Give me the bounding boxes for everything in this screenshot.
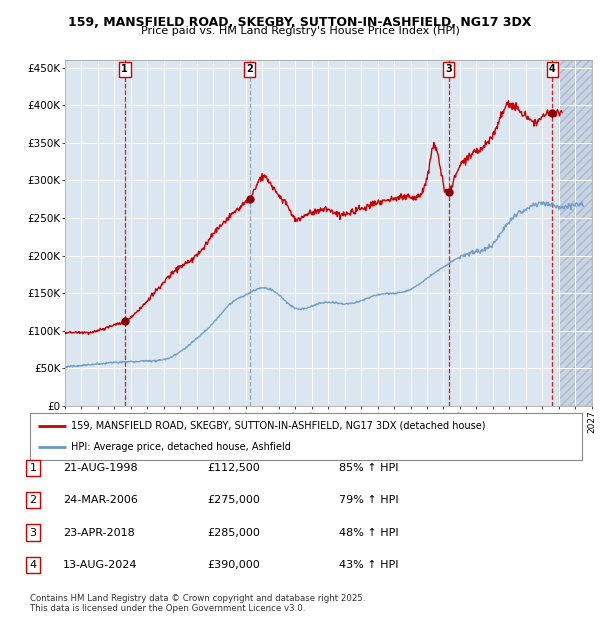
- Text: 4: 4: [29, 560, 37, 570]
- Text: 3: 3: [29, 528, 37, 538]
- Text: Contains HM Land Registry data © Crown copyright and database right 2025.: Contains HM Land Registry data © Crown c…: [30, 593, 365, 603]
- Text: 24-MAR-2006: 24-MAR-2006: [63, 495, 138, 505]
- Text: 159, MANSFIELD ROAD, SKEGBY, SUTTON-IN-ASHFIELD, NG17 3DX: 159, MANSFIELD ROAD, SKEGBY, SUTTON-IN-A…: [68, 16, 532, 29]
- Text: 1: 1: [29, 463, 37, 473]
- Text: 85% ↑ HPI: 85% ↑ HPI: [339, 463, 398, 473]
- Text: £112,500: £112,500: [207, 463, 260, 473]
- Text: 48% ↑ HPI: 48% ↑ HPI: [339, 528, 398, 538]
- Text: 1: 1: [121, 64, 128, 74]
- Text: 2: 2: [246, 64, 253, 74]
- Text: This data is licensed under the Open Government Licence v3.0.: This data is licensed under the Open Gov…: [30, 603, 305, 613]
- Text: 23-APR-2018: 23-APR-2018: [63, 528, 135, 538]
- Text: 79% ↑ HPI: 79% ↑ HPI: [339, 495, 398, 505]
- Text: £390,000: £390,000: [207, 560, 260, 570]
- Text: 3: 3: [445, 64, 452, 74]
- Text: HPI: Average price, detached house, Ashfield: HPI: Average price, detached house, Ashf…: [71, 442, 291, 453]
- Text: £275,000: £275,000: [207, 495, 260, 505]
- Text: 21-AUG-1998: 21-AUG-1998: [63, 463, 137, 473]
- Text: 13-AUG-2024: 13-AUG-2024: [63, 560, 137, 570]
- Bar: [559, 60, 592, 406]
- Text: Price paid vs. HM Land Registry's House Price Index (HPI): Price paid vs. HM Land Registry's House …: [140, 26, 460, 36]
- Text: 159, MANSFIELD ROAD, SKEGBY, SUTTON-IN-ASHFIELD, NG17 3DX (detached house): 159, MANSFIELD ROAD, SKEGBY, SUTTON-IN-A…: [71, 420, 486, 431]
- Text: 43% ↑ HPI: 43% ↑ HPI: [339, 560, 398, 570]
- Text: 2: 2: [29, 495, 37, 505]
- Text: £285,000: £285,000: [207, 528, 260, 538]
- Text: 4: 4: [549, 64, 556, 74]
